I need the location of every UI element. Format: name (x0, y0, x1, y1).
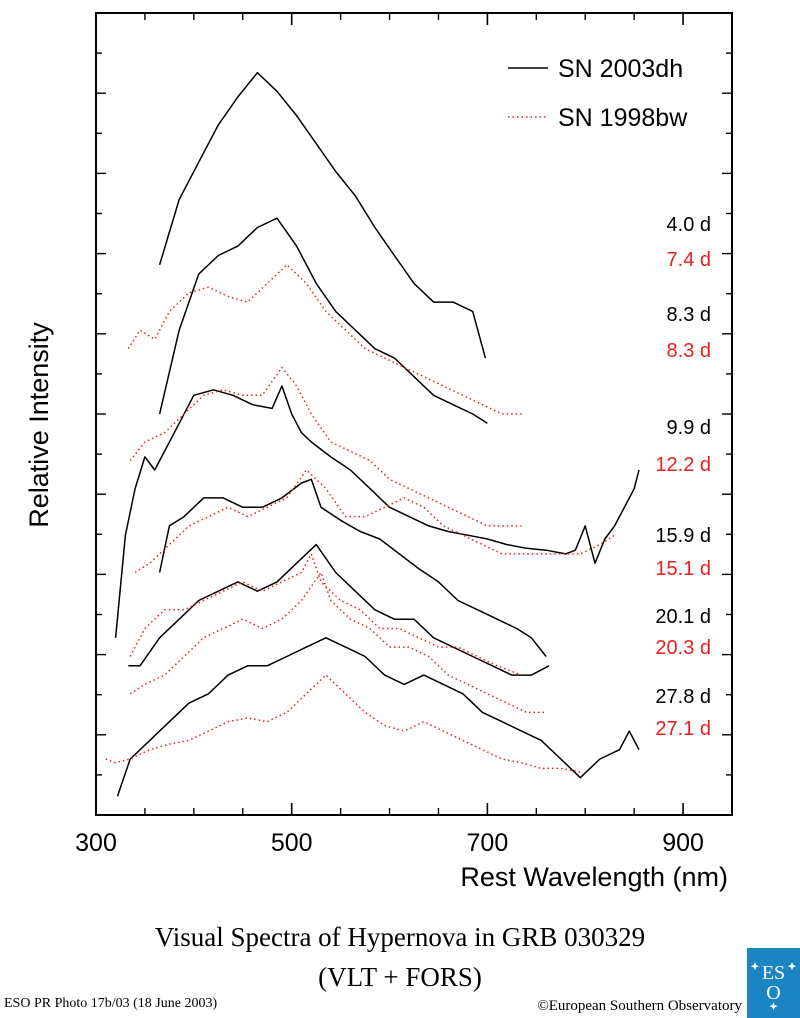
photo-credit: ESO PR Photo 17b/03 (18 June 2003) (4, 996, 218, 1011)
epoch-label-sn1998bw: 8.3 d (667, 340, 711, 362)
epoch-label-sn2003dh: 4.0 d (667, 214, 711, 236)
epoch-label-sn2003dh: 15.9 d (655, 525, 711, 547)
series-group (105, 71, 640, 797)
x-tick-labels: 300 500 700 900 (75, 829, 704, 857)
y-axis-label: Relative Intensity (24, 322, 54, 528)
epoch-label-sn1998bw: 7.4 d (667, 249, 711, 271)
spectrum-sn2003dh-201d (128, 543, 550, 676)
copyright-notice: ©European Southern Observatory (537, 998, 742, 1014)
figure-subtitle: (VLT + FORS) (318, 962, 482, 992)
x-tick-label: 700 (467, 829, 509, 857)
epoch-label-sn2003dh: 20.1 d (655, 606, 711, 628)
spectra-chart: 300 500 700 900 4.0 d 8.3 d 9.9 d 15.9 d 20.1 d… (24, 12, 733, 892)
x-axis-label: Rest Wavelength (nm) (460, 862, 728, 892)
epoch-label-sn1998bw: 27.1 d (655, 718, 711, 740)
star-icon (769, 1002, 778, 1011)
svg-text:O: O (766, 982, 780, 1004)
spectrum-sn2003dh-159d (158, 478, 547, 657)
spectrum-sn2003dh-99d (114, 385, 640, 638)
spectrum-sn1998bw-83d (129, 366, 522, 527)
spectrum-sn2003dh-278d (116, 637, 640, 797)
epoch-label-sn2003dh: 27.8 d (655, 686, 711, 708)
legend-label-sn1998bw: SN 1998bw (558, 104, 688, 132)
epoch-labels: 4.0 d 8.3 d 9.9 d 15.9 d 20.1 d 27.8 d 7.4 d 8.… (655, 214, 711, 740)
spectrum-sn2003dh-40d (158, 71, 487, 359)
epoch-label-sn1998bw: 20.3 d (655, 637, 711, 659)
legend-label-sn2003dh: SN 2003dh (558, 55, 683, 83)
epoch-label-sn1998bw: 12.2 d (655, 454, 711, 476)
star-icon (750, 962, 760, 971)
axis-ticks (95, 13, 732, 815)
spectrum-sn1998bw-151d (129, 553, 522, 676)
x-tick-label: 500 (271, 829, 313, 857)
spectrum-sn1998bw-74d (127, 264, 522, 415)
x-tick-label: 300 (75, 829, 117, 857)
spectrum-sn1998bw-271d (105, 674, 581, 773)
plot-frame (95, 12, 733, 816)
eso-logo: ES O (747, 948, 800, 1018)
spectrum-sn1998bw-203d (129, 571, 547, 714)
epoch-label-sn2003dh: 9.9 d (667, 417, 711, 439)
epoch-label-sn1998bw: 15.1 d (655, 558, 711, 580)
figure-title: Visual Spectra of Hypernova in GRB 03032… (154, 922, 646, 952)
svg-text:ES: ES (762, 962, 785, 984)
spectrum-sn1998bw-122d (134, 469, 616, 574)
star-icon (787, 962, 797, 971)
legend: SN 2003dh SN 1998bw (508, 55, 688, 132)
epoch-label-sn2003dh: 8.3 d (667, 304, 711, 326)
spectrum-sn2003dh-83d (158, 217, 488, 424)
x-tick-label: 900 (662, 829, 704, 857)
